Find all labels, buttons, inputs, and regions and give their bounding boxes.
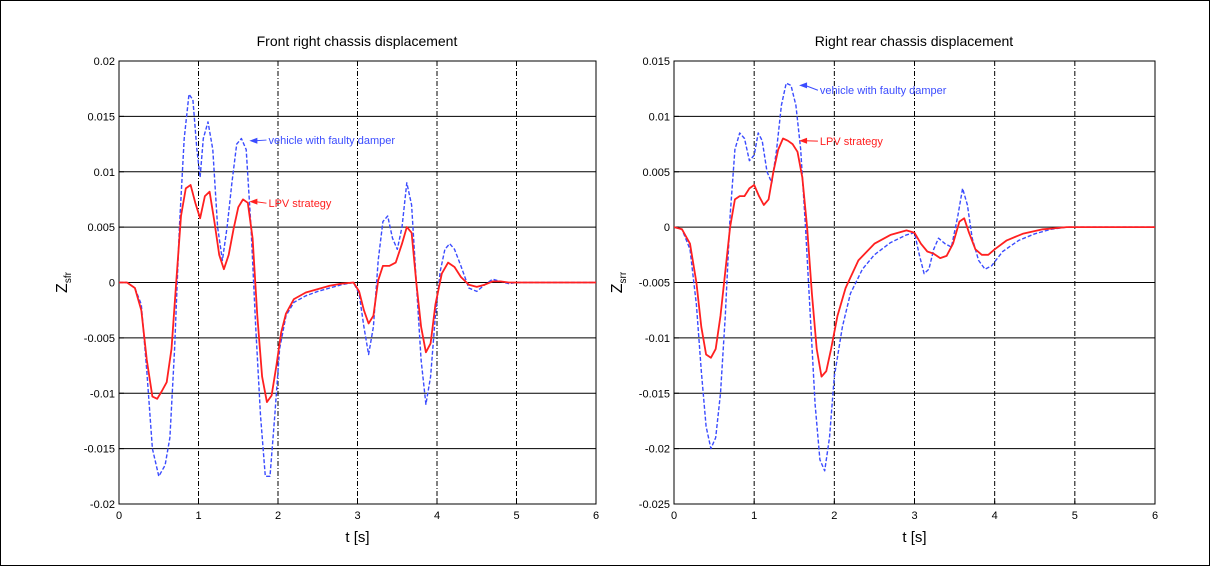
y-tick-label: -0.005 <box>84 333 115 345</box>
y-tick-label: 0.02 <box>94 56 115 68</box>
x-tick-label: 0 <box>671 510 677 522</box>
x-tick-label: 5 <box>513 510 519 522</box>
annotation-arrow-head <box>249 138 257 144</box>
y-axis-label: Zsfr <box>54 271 74 293</box>
annotation-label: vehicle with faulty damper <box>268 135 395 147</box>
x-tick-label: 2 <box>275 510 281 522</box>
chart-title: Front right chassis displacement <box>257 33 458 49</box>
y-tick-label: -0.01 <box>90 388 115 400</box>
x-axis-label: t [s] <box>902 529 926 546</box>
y-tick-label: -0.01 <box>645 333 670 345</box>
y-tick-label: -0.005 <box>639 278 670 290</box>
x-tick-label: 4 <box>992 510 998 522</box>
y-tick-label: -0.025 <box>639 499 670 511</box>
x-tick-label: 1 <box>751 510 757 522</box>
y-tick-label: -0.015 <box>84 444 115 456</box>
y-tick-label: 0.015 <box>87 111 115 123</box>
y-tick-label: 0 <box>664 222 670 234</box>
y-tick-label: -0.02 <box>90 499 115 511</box>
chart-title: Right rear chassis displacement <box>815 33 1014 49</box>
x-tick-label: 5 <box>1072 510 1078 522</box>
x-tick-label: 2 <box>831 510 837 522</box>
y-tick-label: -0.02 <box>645 444 670 456</box>
x-axis-label: t [s] <box>345 529 369 546</box>
annotation-label: vehicle with faulty damper <box>820 85 947 97</box>
y-tick-label: 0.005 <box>642 167 670 179</box>
y-tick-label: 0.015 <box>642 56 670 68</box>
x-tick-label: 6 <box>1152 510 1158 522</box>
x-tick-label: 1 <box>195 510 201 522</box>
x-tick-label: 0 <box>116 510 122 522</box>
y-tick-label: 0.01 <box>649 111 670 123</box>
annotation-label: LPV strategy <box>820 136 883 148</box>
y-axis-label: Zsrr <box>609 271 629 293</box>
y-axis-label-subscript: sfr <box>63 271 74 283</box>
y-tick-label: 0.01 <box>94 167 115 179</box>
y-tick-label: 0 <box>109 278 115 290</box>
x-tick-label: 3 <box>911 510 917 522</box>
chart-2: Right rear chassis displacement 0 1 2 3 4 5 6 0.… <box>609 33 1158 546</box>
x-tick-label: 6 <box>593 510 599 522</box>
annotation-arrow-head <box>249 199 257 205</box>
x-tick-label: 3 <box>354 510 360 522</box>
annotation-arrow-head <box>799 82 807 88</box>
y-axis-label-subscript: srr <box>618 271 629 283</box>
x-tick-label: 4 <box>434 510 440 522</box>
y-tick-label: 0.005 <box>87 222 115 234</box>
annotation-label: LPV strategy <box>268 198 331 210</box>
chart-1: Front right chassis displacement 0 1 2 3 4 5 6 0… <box>54 33 599 546</box>
y-tick-label: -0.015 <box>639 388 670 400</box>
